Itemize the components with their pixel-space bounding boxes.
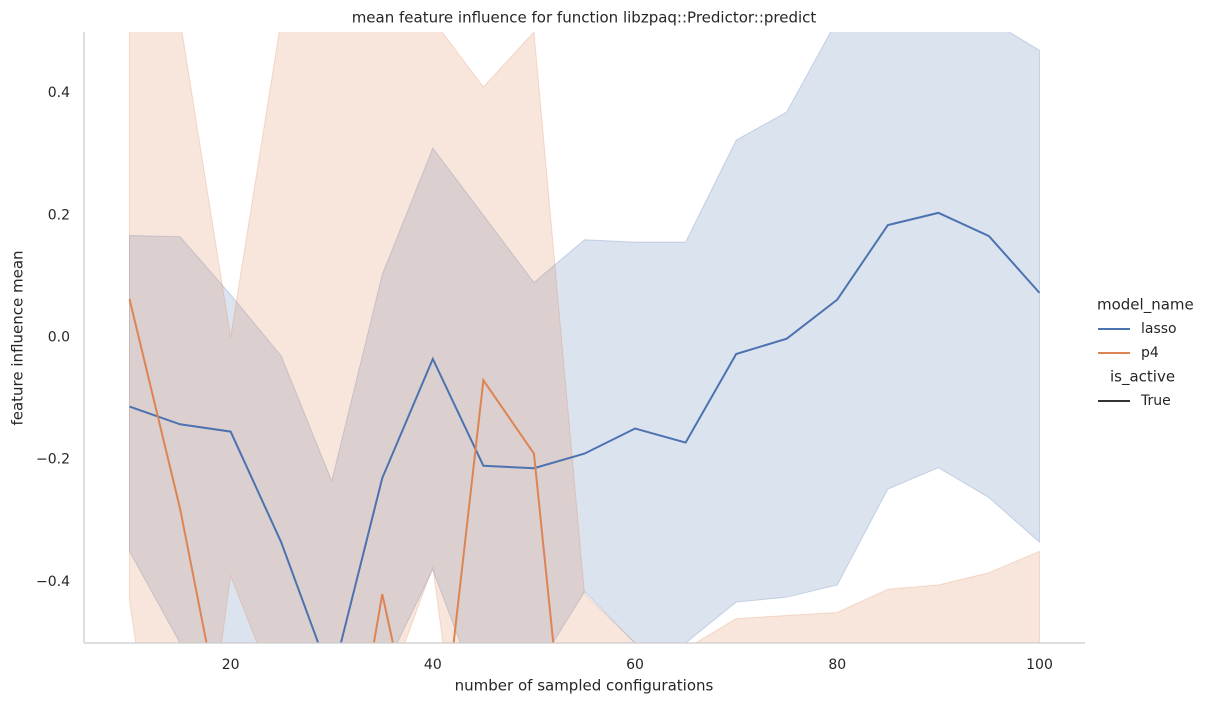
x-tick-label: 40 [424, 657, 442, 673]
x-tick-label: 100 [1026, 657, 1053, 673]
line [129, 211, 1041, 643]
legend-label: lasso [1141, 321, 1177, 337]
plot-area [128, 32, 1041, 643]
confidence-band [129, 32, 1040, 643]
y-tick-label: 0.4 [48, 85, 70, 101]
x-tick-label: 20 [222, 657, 240, 673]
y-tick-label: −0.2 [36, 452, 70, 468]
legend-label: True [1140, 393, 1171, 409]
x-tick-label: 60 [626, 657, 644, 673]
legend-title: is_active [1110, 368, 1175, 387]
y-tick-label: −0.4 [36, 574, 70, 590]
y-tick-label: 0.0 [48, 330, 70, 346]
x-tick-label: 80 [828, 657, 846, 673]
confidence-band [129, 32, 1040, 643]
legend-title: model_name [1097, 296, 1194, 315]
chart-title: mean feature influence for function libz… [352, 9, 817, 27]
y-tick-label: 0.2 [48, 207, 70, 223]
x-axis-label: number of sampled configurations [455, 677, 714, 695]
y-axis-label: feature influence mean [9, 250, 27, 425]
legend-label: p4 [1141, 345, 1159, 361]
